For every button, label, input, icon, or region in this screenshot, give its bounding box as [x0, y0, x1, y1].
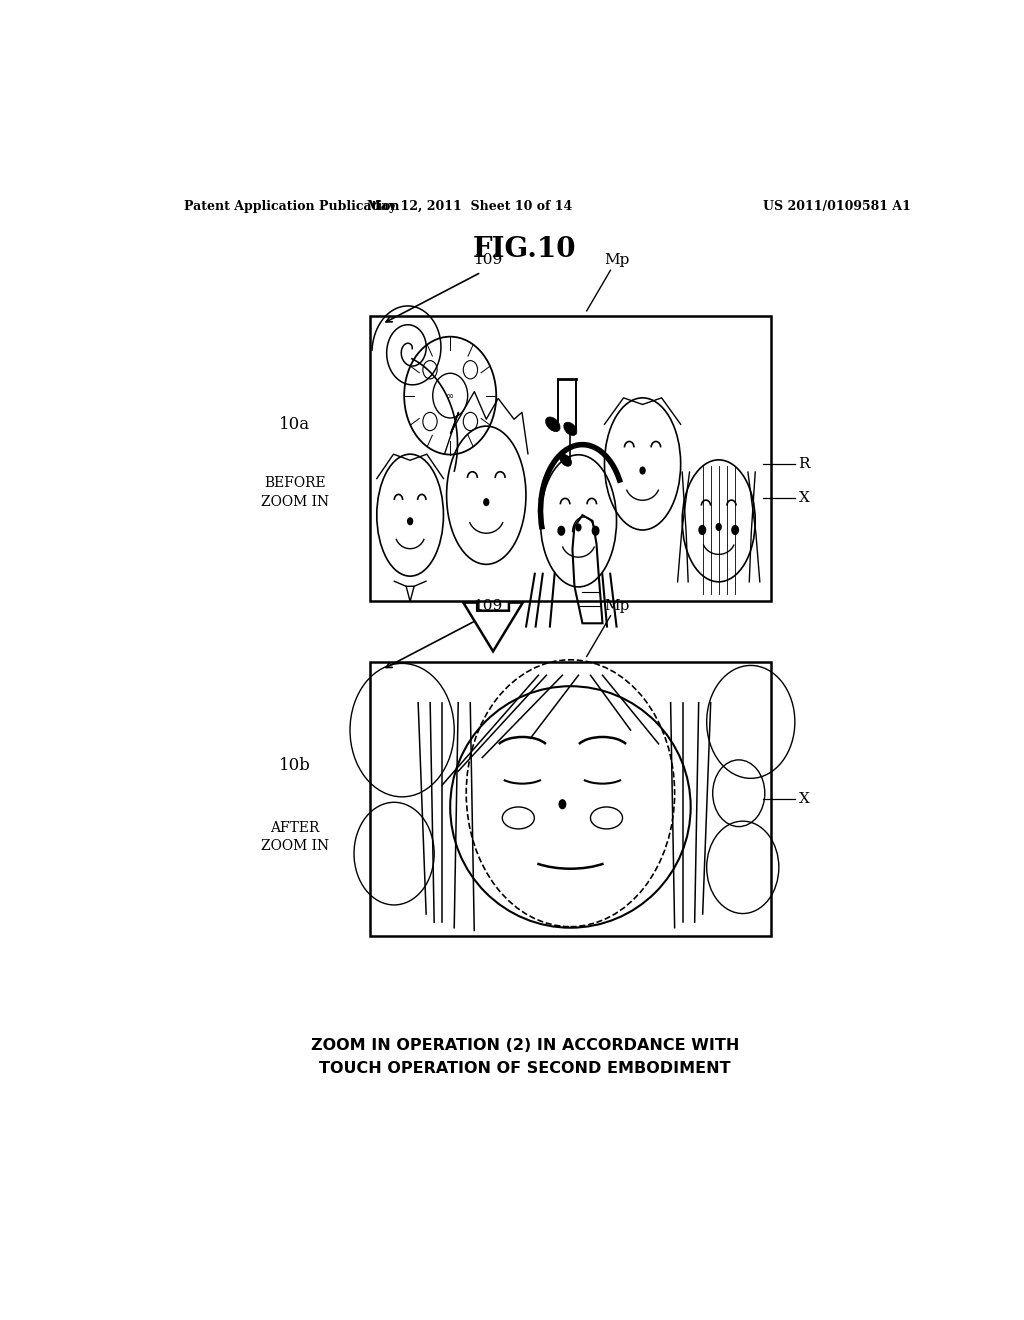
Text: AFTER
ZOOM IN: AFTER ZOOM IN [260, 821, 329, 853]
Text: ZOOM IN OPERATION (2) IN ACCORDANCE WITH: ZOOM IN OPERATION (2) IN ACCORDANCE WITH [310, 1039, 739, 1053]
Text: R: R [799, 457, 810, 471]
Ellipse shape [560, 454, 571, 466]
Circle shape [592, 525, 600, 536]
Circle shape [407, 517, 414, 525]
Bar [370, 661, 771, 936]
Circle shape [716, 523, 722, 531]
Text: Mp: Mp [604, 598, 630, 612]
Ellipse shape [546, 417, 560, 432]
Text: ∞: ∞ [446, 391, 455, 401]
Circle shape [698, 525, 707, 535]
Text: 10b: 10b [279, 758, 310, 775]
Text: May 12, 2011  Sheet 10 of 14: May 12, 2011 Sheet 10 of 14 [367, 199, 571, 213]
Circle shape [557, 525, 565, 536]
Text: X: X [799, 792, 809, 805]
Bar [370, 315, 771, 601]
Text: Mp: Mp [604, 253, 630, 267]
Text: Patent Application Publication: Patent Application Publication [183, 199, 399, 213]
Text: US 2011/0109581 A1: US 2011/0109581 A1 [763, 199, 910, 213]
Text: 109: 109 [473, 253, 503, 267]
Polygon shape [463, 602, 523, 651]
Text: 10a: 10a [280, 416, 310, 433]
Circle shape [558, 799, 566, 809]
Ellipse shape [564, 422, 577, 436]
Circle shape [575, 524, 582, 532]
Text: BEFORE
ZOOM IN: BEFORE ZOOM IN [260, 477, 329, 508]
Circle shape [483, 498, 489, 506]
Circle shape [639, 466, 646, 475]
Text: 109: 109 [473, 598, 503, 612]
Text: TOUCH OPERATION OF SECOND EMBODIMENT: TOUCH OPERATION OF SECOND EMBODIMENT [319, 1060, 730, 1076]
Circle shape [731, 525, 739, 535]
Text: X: X [799, 491, 809, 506]
Text: FIG.10: FIG.10 [473, 236, 577, 264]
